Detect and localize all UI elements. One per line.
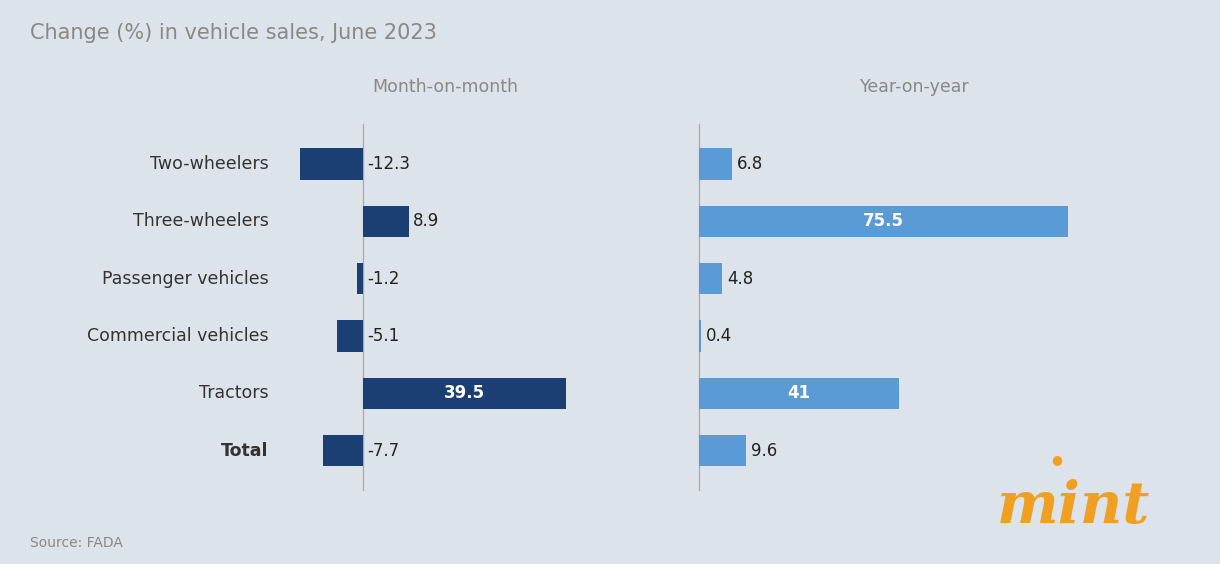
- Bar: [699, 263, 722, 294]
- Text: 6.8: 6.8: [737, 155, 764, 173]
- Text: Year-on-year: Year-on-year: [860, 78, 970, 96]
- Text: 0.4: 0.4: [706, 327, 732, 345]
- Bar: [337, 320, 364, 352]
- Bar: [364, 206, 409, 237]
- Text: Total: Total: [221, 442, 268, 460]
- Bar: [699, 320, 702, 352]
- Text: Three-wheelers: Three-wheelers: [133, 213, 268, 231]
- Text: 75.5: 75.5: [863, 213, 904, 231]
- Text: Tractors: Tractors: [199, 384, 268, 402]
- Text: -1.2: -1.2: [367, 270, 399, 288]
- Text: Month-on-month: Month-on-month: [372, 78, 518, 96]
- Text: Source: FADA: Source: FADA: [30, 536, 123, 550]
- Text: 9.6: 9.6: [750, 442, 777, 460]
- Bar: [356, 263, 364, 294]
- Bar: [699, 206, 1068, 237]
- Text: 39.5: 39.5: [444, 384, 486, 402]
- Text: mint: mint: [997, 479, 1150, 536]
- Text: -7.7: -7.7: [367, 442, 399, 460]
- Text: 8.9: 8.9: [412, 213, 439, 231]
- Text: Change (%) in vehicle sales, June 2023: Change (%) in vehicle sales, June 2023: [30, 23, 438, 42]
- Bar: [699, 377, 899, 409]
- Text: -5.1: -5.1: [367, 327, 399, 345]
- Text: Commercial vehicles: Commercial vehicles: [87, 327, 268, 345]
- Text: -12.3: -12.3: [367, 155, 410, 173]
- Bar: [364, 377, 566, 409]
- Bar: [699, 148, 732, 180]
- Text: 41: 41: [788, 384, 810, 402]
- Text: ●: ●: [1052, 453, 1061, 466]
- Bar: [300, 148, 364, 180]
- Text: Passenger vehicles: Passenger vehicles: [101, 270, 268, 288]
- Bar: [323, 435, 364, 466]
- Bar: [699, 435, 745, 466]
- Text: 4.8: 4.8: [727, 270, 754, 288]
- Text: Two-wheelers: Two-wheelers: [150, 155, 268, 173]
